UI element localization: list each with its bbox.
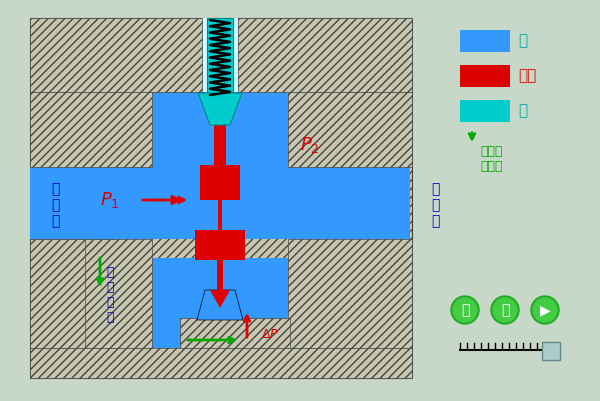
Bar	[542, 342, 560, 360]
Text: $P_1$: $P_1$	[100, 190, 120, 210]
Bar	[288, 92, 412, 167]
Bar	[30, 167, 410, 239]
Bar	[214, 125, 226, 175]
Bar	[217, 260, 223, 290]
Polygon shape	[197, 290, 243, 320]
Circle shape	[453, 298, 477, 322]
Bar	[152, 258, 288, 348]
Bar	[218, 200, 222, 230]
Bar	[288, 239, 412, 348]
Circle shape	[451, 296, 479, 324]
Circle shape	[531, 296, 559, 324]
Text: ⏸: ⏸	[461, 303, 469, 317]
Bar	[30, 18, 412, 378]
Bar	[460, 65, 510, 87]
Bar	[195, 230, 245, 260]
Circle shape	[491, 296, 519, 324]
Bar	[460, 100, 510, 122]
Bar	[207, 18, 233, 98]
Bar	[30, 92, 152, 167]
Bar	[152, 92, 288, 167]
Text: ⏹: ⏹	[501, 303, 509, 317]
Text: 出
油
口: 出 油 口	[431, 182, 439, 228]
Bar	[180, 318, 290, 348]
Circle shape	[493, 298, 517, 322]
Bar	[30, 239, 152, 348]
Text: $\Delta P$: $\Delta P$	[261, 328, 279, 342]
Bar	[30, 239, 85, 348]
Text: 控
制
油
路: 控 制 油 路	[106, 266, 114, 324]
Bar	[85, 330, 175, 348]
Bar	[152, 318, 288, 348]
Text: ▶: ▶	[539, 303, 550, 317]
Text: 活塞: 活塞	[518, 69, 536, 83]
Circle shape	[533, 298, 557, 322]
Bar	[202, 18, 238, 93]
Bar	[238, 18, 412, 92]
Bar	[30, 18, 202, 92]
Text: 阀: 阀	[518, 103, 527, 119]
Text: 油: 油	[518, 34, 527, 49]
Bar	[460, 30, 510, 52]
Bar	[200, 165, 240, 200]
Text: $P_2$: $P_2$	[300, 135, 320, 155]
Text: 进
油
口: 进 油 口	[51, 182, 59, 228]
Bar	[30, 348, 412, 378]
Polygon shape	[198, 93, 242, 125]
Text: 液体流
动方向: 液体流 动方向	[480, 145, 503, 173]
Polygon shape	[210, 290, 230, 308]
Bar	[85, 237, 115, 332]
